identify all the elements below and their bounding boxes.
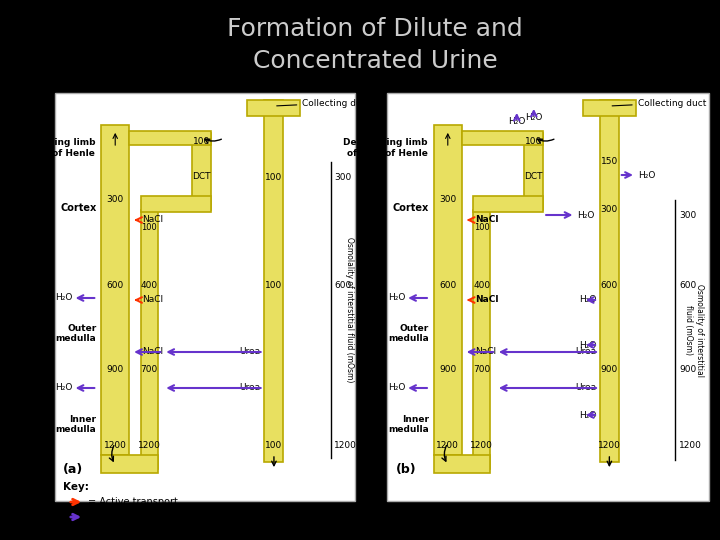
Bar [524, 133, 543, 210]
Text: Urea: Urea [575, 383, 596, 393]
Text: 900: 900 [439, 366, 456, 375]
Text: Osmolality of interstitial fluid (mOsm): Osmolality of interstitial fluid (mOsm) [345, 237, 354, 383]
Text: H₂O: H₂O [55, 383, 73, 393]
Text: 900: 900 [107, 366, 124, 375]
Bar [140, 196, 211, 212]
Text: H₂O: H₂O [579, 410, 596, 420]
Text: 1200: 1200 [679, 441, 702, 449]
Text: 1200: 1200 [598, 441, 621, 449]
Text: 100: 100 [192, 138, 210, 146]
Text: 600: 600 [679, 280, 696, 289]
Text: NaCl: NaCl [475, 215, 499, 225]
Text: 300: 300 [600, 206, 618, 214]
Text: 100: 100 [474, 224, 490, 233]
Text: Outer
medulla: Outer medulla [388, 324, 429, 343]
Bar [101, 125, 130, 455]
Bar [433, 125, 462, 455]
Text: Urea: Urea [575, 348, 596, 356]
Text: Descending limb
of loop of Henle: Descending limb of loop of Henle [11, 138, 95, 158]
Text: Formation of Dilute and
Concentrated Urine: Formation of Dilute and Concentrated Uri… [228, 17, 523, 73]
Text: 150: 150 [600, 158, 618, 166]
Text: = Passive transport: = Passive transport [88, 512, 184, 522]
Text: Urea: Urea [240, 383, 261, 393]
Bar [462, 131, 543, 145]
Text: DCT: DCT [524, 172, 543, 181]
Text: NaCl: NaCl [475, 295, 499, 305]
Text: 1200: 1200 [334, 441, 357, 449]
Text: 900: 900 [600, 366, 618, 375]
Text: Osmolality of interstitial
fluid (mOsm): Osmolality of interstitial fluid (mOsm) [684, 284, 704, 376]
Text: 600: 600 [600, 280, 618, 289]
Text: 100: 100 [265, 441, 282, 449]
Bar [473, 196, 543, 212]
Text: 600: 600 [334, 280, 351, 289]
Text: NaCl: NaCl [475, 348, 496, 356]
Text: 100: 100 [525, 138, 542, 146]
Bar [600, 100, 618, 462]
Bar [140, 210, 158, 469]
Text: 300: 300 [679, 211, 696, 219]
Bar [264, 100, 284, 462]
Text: 400: 400 [140, 280, 158, 289]
Text: 300: 300 [334, 173, 351, 183]
Text: 100: 100 [265, 173, 282, 183]
Text: Descending limb
of loop of Henle: Descending limb of loop of Henle [343, 138, 428, 158]
Text: Inner
medulla: Inner medulla [55, 415, 96, 434]
Text: Key:: Key: [63, 482, 89, 492]
Text: 600: 600 [439, 280, 456, 289]
Bar [433, 455, 490, 473]
Text: 600: 600 [107, 280, 124, 289]
Text: Collecting duct: Collecting duct [276, 98, 371, 107]
Text: 100: 100 [141, 224, 157, 233]
Text: H₂O: H₂O [579, 295, 596, 305]
Text: 300: 300 [107, 195, 124, 205]
Bar [101, 455, 158, 473]
Text: 1200: 1200 [104, 441, 127, 449]
Text: 900: 900 [679, 366, 696, 375]
Text: 400: 400 [473, 280, 490, 289]
Text: NaCl: NaCl [143, 348, 163, 356]
Text: Cortex: Cortex [392, 203, 429, 213]
Text: Collecting duct: Collecting duct [612, 98, 706, 107]
Text: Urea: Urea [240, 348, 261, 356]
Bar [192, 133, 211, 210]
Text: NaCl: NaCl [143, 215, 163, 225]
Text: 700: 700 [473, 366, 490, 375]
Bar [130, 131, 211, 145]
Text: H₂O: H₂O [55, 294, 73, 302]
Text: 700: 700 [140, 366, 158, 375]
Text: Cortex: Cortex [60, 203, 96, 213]
Bar [473, 210, 490, 469]
Text: Outer
medulla: Outer medulla [55, 324, 96, 343]
Bar [248, 100, 300, 116]
Bar [387, 93, 708, 501]
Text: 1200: 1200 [436, 441, 459, 449]
Text: H₂O: H₂O [638, 171, 655, 179]
Text: H₂O: H₂O [508, 118, 526, 126]
Text: 1200: 1200 [470, 441, 493, 449]
Text: H₂O: H₂O [525, 113, 542, 123]
Text: = Active transport: = Active transport [88, 497, 178, 507]
Bar [583, 100, 636, 116]
Text: Inner
medulla: Inner medulla [388, 415, 429, 434]
Text: H₂O: H₂O [579, 341, 596, 349]
Text: (a): (a) [63, 463, 84, 476]
Text: H₂O: H₂O [577, 211, 595, 219]
Text: DCT: DCT [192, 172, 210, 181]
Text: H₂O: H₂O [388, 294, 405, 302]
Text: 1200: 1200 [138, 441, 161, 449]
Text: H₂O: H₂O [388, 383, 405, 393]
Text: 300: 300 [439, 195, 456, 205]
Text: 100: 100 [265, 280, 282, 289]
Text: NaCl: NaCl [143, 295, 163, 305]
Bar [55, 93, 355, 501]
Text: (b): (b) [396, 463, 416, 476]
